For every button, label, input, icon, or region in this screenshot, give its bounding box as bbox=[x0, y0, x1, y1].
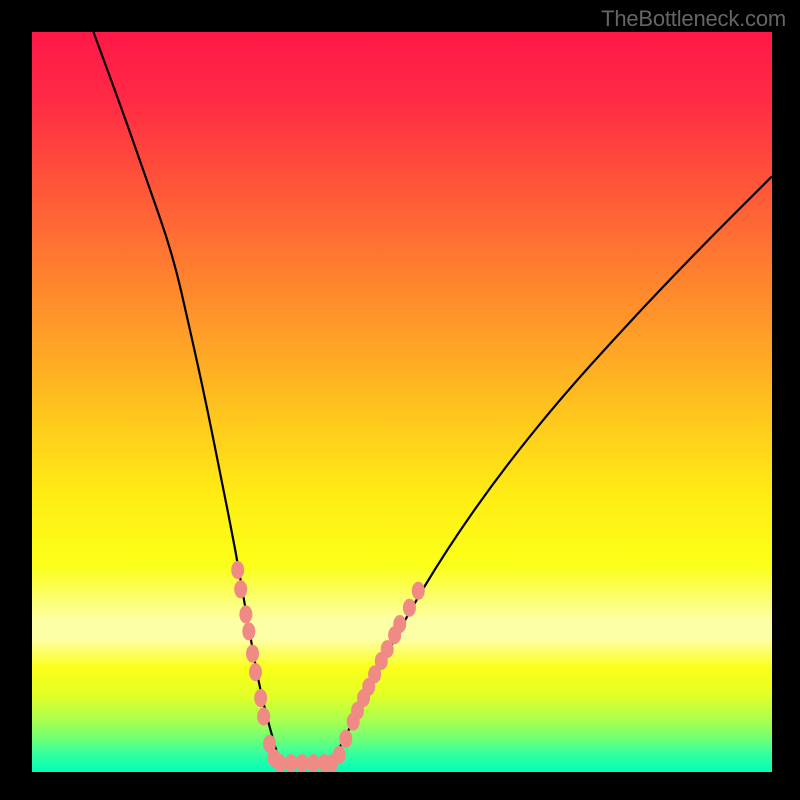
data-point bbox=[393, 615, 406, 633]
data-point bbox=[412, 582, 425, 600]
data-point bbox=[333, 746, 346, 764]
data-point bbox=[339, 730, 352, 748]
watermark-text: TheBottleneck.com bbox=[601, 6, 786, 32]
data-point bbox=[239, 605, 252, 623]
bottleneck-chart bbox=[32, 32, 772, 772]
data-point bbox=[307, 754, 320, 772]
heat-gradient-background bbox=[32, 32, 772, 772]
data-point bbox=[296, 754, 309, 772]
data-point bbox=[254, 689, 267, 707]
data-point bbox=[257, 708, 270, 726]
data-point bbox=[403, 599, 416, 617]
data-point bbox=[285, 754, 298, 772]
data-point bbox=[273, 754, 286, 772]
data-point bbox=[249, 663, 262, 681]
data-point bbox=[234, 580, 247, 598]
data-point bbox=[231, 561, 244, 579]
data-point bbox=[246, 645, 259, 663]
data-point bbox=[242, 622, 255, 640]
